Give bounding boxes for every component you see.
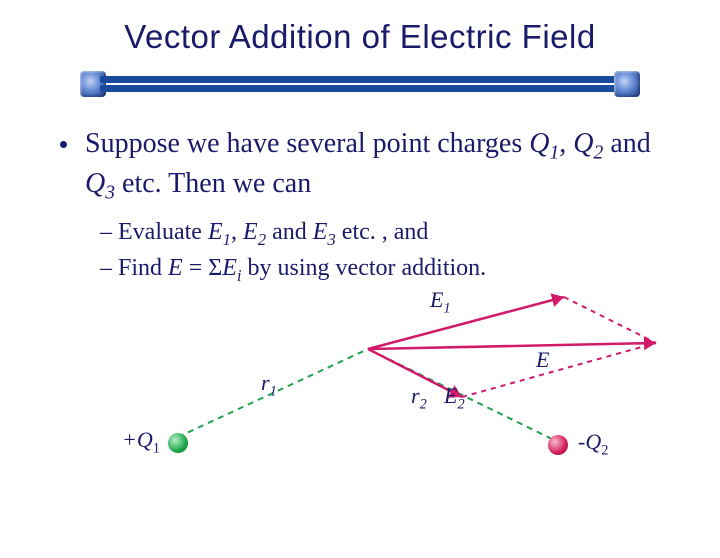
title-divider xyxy=(80,70,640,98)
var-ei: E xyxy=(222,255,237,281)
text-seg: = Σ xyxy=(183,255,223,281)
text-seg: by using vector addition. xyxy=(242,255,487,281)
text-seg: , xyxy=(231,219,243,245)
text-seg: etc. Then we can xyxy=(115,168,311,199)
title-text: Vector Addition of Electric Field xyxy=(124,18,595,55)
text-seg: and xyxy=(266,219,313,245)
bullet-level-1: Suppose we have several point charges Q1… xyxy=(60,126,660,206)
divider-cap-right xyxy=(614,71,640,97)
subbullet-1: Evaluate E1, E2 and E3 etc. , and xyxy=(100,216,660,251)
divider-cap-left xyxy=(80,71,106,97)
page-title: Vector Addition of Electric Field xyxy=(0,18,720,56)
var-e2-sub: 2 xyxy=(258,230,266,249)
content-area: Suppose we have several point charges Q1… xyxy=(60,126,660,287)
vector-diagram: E1 E2 E r1 r2 +Q1 -Q2 xyxy=(0,287,720,487)
text-seg: Find xyxy=(118,255,168,281)
var-q1: Q xyxy=(529,128,549,159)
charge-q2-icon xyxy=(548,435,568,455)
var-e3: E xyxy=(313,219,328,245)
var-q2: Q xyxy=(573,128,593,159)
label-r1: r1 xyxy=(261,370,277,400)
text-seg: Suppose we have several point charges xyxy=(85,128,529,159)
var-e1-sub: 1 xyxy=(223,230,231,249)
label-q2: -Q2 xyxy=(578,429,608,459)
var-q1-sub: 1 xyxy=(549,143,559,164)
text-seg: etc. , and xyxy=(336,219,429,245)
divider-bar-1 xyxy=(100,76,620,83)
text-seg: and xyxy=(603,128,650,159)
divider-bar-2 xyxy=(100,85,620,92)
var-e2: E xyxy=(243,219,258,245)
var-e: E xyxy=(168,255,183,281)
subbullet-2: Find E = ΣEi by using vector addition. xyxy=(100,252,660,287)
bullet-dot-icon xyxy=(60,141,67,148)
var-q3-sub: 3 xyxy=(105,183,115,204)
var-q2-sub: 2 xyxy=(594,143,604,164)
var-e3-sub: 3 xyxy=(327,230,335,249)
label-e2: E2 xyxy=(444,383,465,413)
var-e1: E xyxy=(208,219,223,245)
var-q3: Q xyxy=(85,168,105,199)
bullet-text: Suppose we have several point charges Q1… xyxy=(85,126,660,206)
text-seg: Evaluate xyxy=(118,219,208,245)
label-e1: E1 xyxy=(430,287,451,317)
diagram-svg xyxy=(0,287,720,487)
label-r2: r2 xyxy=(411,383,427,413)
text-seg: , xyxy=(559,128,573,159)
bullet-level-2: Evaluate E1, E2 and E3 etc. , and Find E… xyxy=(100,216,660,287)
label-e: E xyxy=(536,347,549,373)
charge-q1-icon xyxy=(168,433,188,453)
label-q1: +Q1 xyxy=(122,427,160,457)
